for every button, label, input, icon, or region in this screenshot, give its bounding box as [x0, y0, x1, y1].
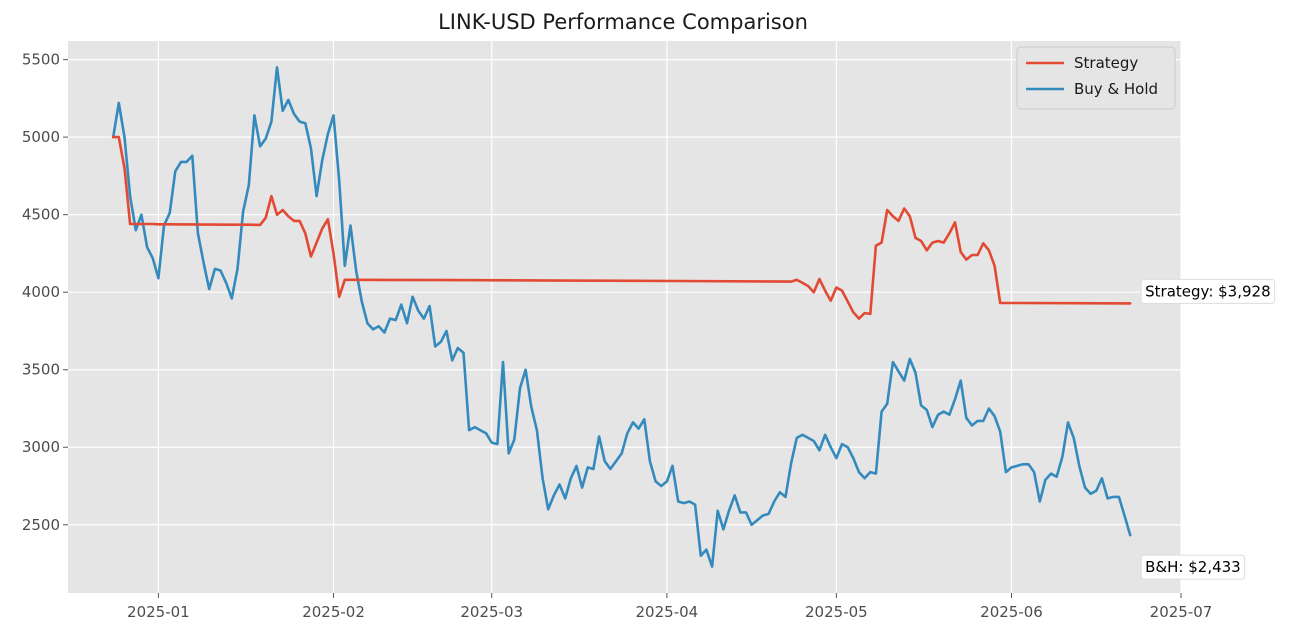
- legend: Strategy Buy & Hold: [1016, 46, 1176, 110]
- legend-label: Strategy: [1074, 54, 1138, 72]
- annotation: Strategy: $3,928: [1140, 278, 1276, 304]
- plot-area: [68, 41, 1181, 593]
- y-tick-label: 5500: [22, 51, 60, 69]
- x-tick-label: 2025-06: [980, 603, 1043, 621]
- y-tick-label: 3500: [22, 361, 60, 379]
- x-tick-label: 2025-04: [636, 603, 699, 621]
- x-tick-label: 2025-01: [127, 603, 190, 621]
- x-tick-label: 2025-07: [1150, 603, 1213, 621]
- x-tick-label: 2025-03: [460, 603, 523, 621]
- chart-title: LINK-USD Performance Comparison: [438, 10, 808, 34]
- annotation-label: Strategy: $3,928: [1145, 282, 1271, 300]
- annotations: Strategy: $3,928 B&H: $2,433: [1140, 278, 1276, 580]
- series-line-buy-hold: [111, 66, 1132, 568]
- y-tick-label: 3000: [22, 438, 60, 456]
- annotation-label: B&H: $2,433: [1145, 558, 1241, 576]
- y-tick-label: 4500: [22, 206, 60, 224]
- x-tick-label: 2025-05: [805, 603, 868, 621]
- annotation: B&H: $2,433: [1140, 554, 1246, 580]
- y-axis-ticks: 2500 3000 3500 4000 4500 5000 5500: [22, 51, 68, 534]
- annotation-box: [1140, 554, 1246, 580]
- annotation-box: [1140, 278, 1276, 304]
- y-tick-label: 2500: [22, 516, 60, 534]
- legend-label: Buy & Hold: [1074, 80, 1158, 98]
- series-line-strategy: [111, 135, 1132, 320]
- y-tick-label: 4000: [22, 283, 60, 301]
- series-lines: [111, 66, 1132, 568]
- y-tick-label: 5000: [22, 128, 60, 146]
- x-axis-ticks: 2025-01 2025-02 2025-03 2025-04 2025-05 2025-…: [127, 593, 1212, 621]
- x-tick-label: 2025-02: [302, 603, 365, 621]
